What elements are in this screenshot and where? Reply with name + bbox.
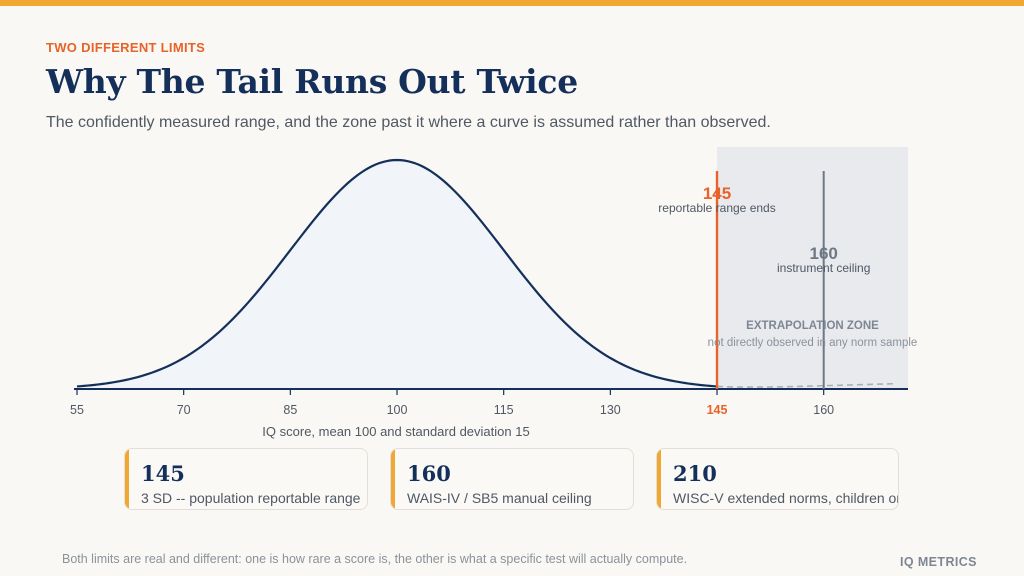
eyebrow-label: TWO DIFFERENT LIMITS <box>46 40 206 55</box>
curve-area-fill <box>77 160 718 389</box>
card-value: 145 <box>141 461 185 486</box>
card-value: 210 <box>673 461 717 486</box>
zone-subtitle: not directly observed in any norm sample <box>708 337 918 349</box>
x-axis-label: IQ score, mean 100 and standard deviatio… <box>262 424 529 439</box>
card-accent <box>391 449 395 509</box>
x-tick-label: 70 <box>177 403 191 417</box>
brand-label: IQ METRICS <box>900 555 977 569</box>
top-accent-bar <box>0 0 1024 6</box>
card-accent <box>125 449 129 509</box>
extrapolation-zone <box>717 147 908 389</box>
footer-note: Both limits are real and different: one … <box>62 552 688 566</box>
x-axis-ticks: 55 70 85 100 115 130 145 160 <box>70 389 834 417</box>
card-label: 3 SD -- population reportable range <box>141 490 361 506</box>
card-value: 160 <box>407 461 451 486</box>
card-label: WISC-V extended norms, children only <box>673 490 899 506</box>
stat-card-extended: 210 WISC-V extended norms, children only <box>656 448 899 510</box>
x-tick-label: 115 <box>494 403 514 417</box>
page-subtitle: The confidently measured range, and the … <box>46 114 771 131</box>
x-tick-label: 160 <box>813 403 834 417</box>
instrument-ceiling-value: 160 <box>810 244 838 263</box>
x-tick-label: 145 <box>707 403 728 417</box>
reportable-range-label: reportable range ends <box>658 201 775 215</box>
card-accent <box>657 449 661 509</box>
x-tick-label: 130 <box>600 403 621 417</box>
stat-card-reportable: 145 3 SD -- population reportable range <box>124 448 368 510</box>
zone-title: EXTRAPOLATION ZONE <box>746 320 879 332</box>
x-tick-label: 55 <box>70 403 84 417</box>
x-tick-label: 85 <box>283 403 297 417</box>
instrument-ceiling-label: instrument ceiling <box>777 261 870 275</box>
distribution-curve <box>76 158 718 388</box>
page-title: Why The Tail Runs Out Twice <box>46 62 578 101</box>
card-label: WAIS-IV / SB5 manual ceiling <box>407 490 592 506</box>
x-tick-label: 100 <box>387 403 408 417</box>
stat-card-ceiling: 160 WAIS-IV / SB5 manual ceiling <box>390 448 634 510</box>
reportable-range-value: 145 <box>703 184 731 203</box>
